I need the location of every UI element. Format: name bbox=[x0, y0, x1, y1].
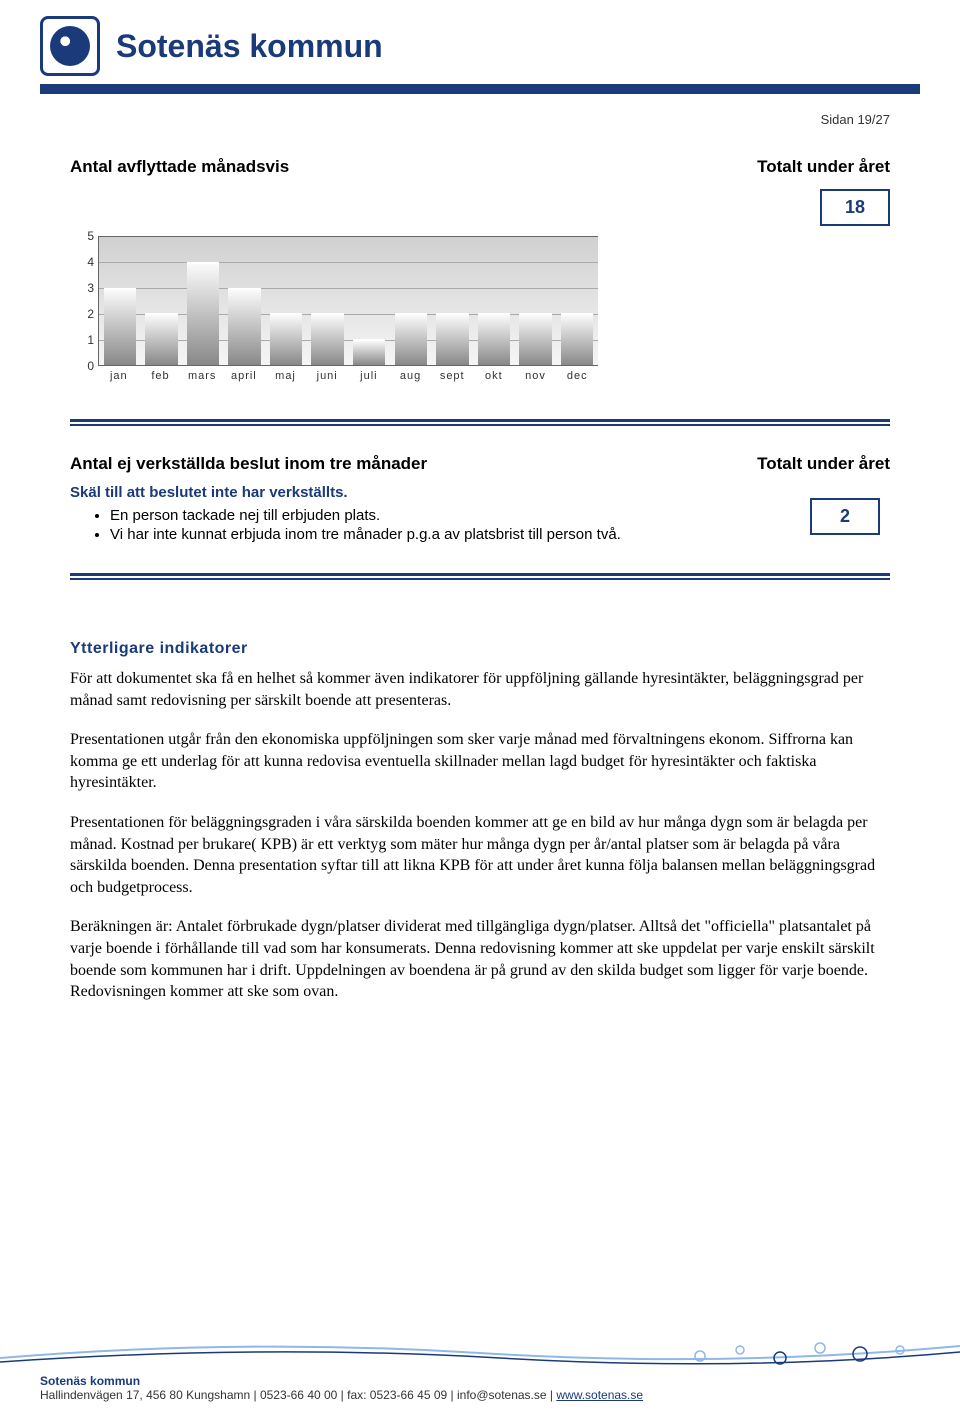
section-divider bbox=[70, 419, 890, 426]
x-tick-label: maj bbox=[265, 370, 307, 382]
bar bbox=[228, 288, 260, 365]
y-tick-label: 5 bbox=[70, 229, 94, 243]
decision-bullet-list: En person tackade nej till erbjuden plat… bbox=[70, 507, 890, 543]
bar bbox=[436, 313, 468, 365]
y-tick-label: 2 bbox=[70, 307, 94, 321]
x-tick-label: okt bbox=[473, 370, 515, 382]
y-tick-label: 3 bbox=[70, 281, 94, 295]
moveout-title: Antal avflyttade månadsvis bbox=[70, 157, 289, 177]
decision-total-value: 2 bbox=[810, 498, 880, 535]
bar bbox=[270, 313, 302, 365]
body-paragraph: För att dokumentet ska få en helhet så k… bbox=[70, 668, 890, 711]
x-tick-label: sept bbox=[431, 370, 473, 382]
footer-org: Sotenäs kommun bbox=[40, 1374, 140, 1388]
bullet-item: Vi har inte kunnat erbjuda inom tre måna… bbox=[110, 526, 890, 543]
body-paragraph: Presentationen för beläggningsgraden i v… bbox=[70, 812, 890, 898]
y-tick-label: 1 bbox=[70, 333, 94, 347]
decision-title: Antal ej verkställda beslut inom tre mån… bbox=[70, 454, 427, 474]
moveout-total-label: Totalt under året bbox=[757, 157, 890, 177]
y-tick-label: 4 bbox=[70, 255, 94, 269]
x-tick-label: aug bbox=[390, 370, 432, 382]
bar bbox=[561, 313, 593, 365]
logo-icon bbox=[40, 16, 100, 76]
y-tick-label: 0 bbox=[70, 359, 94, 373]
bullet-item: En person tackade nej till erbjuden plat… bbox=[110, 507, 890, 524]
header-rule bbox=[40, 84, 920, 94]
decision-total-label: Totalt under året bbox=[757, 454, 890, 474]
x-tick-label: dec bbox=[556, 370, 598, 382]
page-number: Sidan 19/27 bbox=[0, 94, 960, 127]
page-footer: Sotenäs kommun Hallindenvägen 17, 456 80… bbox=[0, 1328, 960, 1416]
footer-contact: Hallindenvägen 17, 456 80 Kungshamn | 05… bbox=[40, 1388, 556, 1402]
x-tick-label: jan bbox=[98, 370, 140, 382]
moveout-total-value: 18 bbox=[820, 189, 890, 226]
footer-link[interactable]: www.sotenas.se bbox=[556, 1388, 643, 1402]
page-header: Sotenäs kommun bbox=[0, 0, 960, 76]
body-paragraph: Beräkningen är: Antalet förbrukade dygn/… bbox=[70, 916, 890, 1002]
x-tick-label: feb bbox=[140, 370, 182, 382]
footer-wave-decoration bbox=[0, 1328, 960, 1368]
x-tick-label: mars bbox=[181, 370, 223, 382]
bar bbox=[145, 313, 177, 365]
decision-reason-title: Skäl till att beslutet inte har verkstäl… bbox=[70, 484, 890, 501]
bar bbox=[395, 313, 427, 365]
chart-plot-area bbox=[98, 236, 598, 366]
bar bbox=[519, 313, 551, 365]
bar bbox=[187, 262, 219, 365]
bar bbox=[353, 339, 385, 365]
body-paragraph: Presentationen utgår från den ekonomiska… bbox=[70, 729, 890, 794]
brand-name: Sotenäs kommun bbox=[116, 28, 383, 65]
bar bbox=[104, 288, 136, 365]
x-tick-label: april bbox=[223, 370, 265, 382]
x-tick-label: juni bbox=[306, 370, 348, 382]
x-tick-label: nov bbox=[515, 370, 557, 382]
moveout-bar-chart: 012345 janfebmarsaprilmajjunijuliaugsept… bbox=[70, 236, 610, 401]
bar bbox=[478, 313, 510, 365]
section-divider bbox=[70, 573, 890, 580]
x-tick-label: juli bbox=[348, 370, 390, 382]
bar bbox=[311, 313, 343, 365]
indicators-title: Ytterligare indikatorer bbox=[70, 640, 890, 658]
